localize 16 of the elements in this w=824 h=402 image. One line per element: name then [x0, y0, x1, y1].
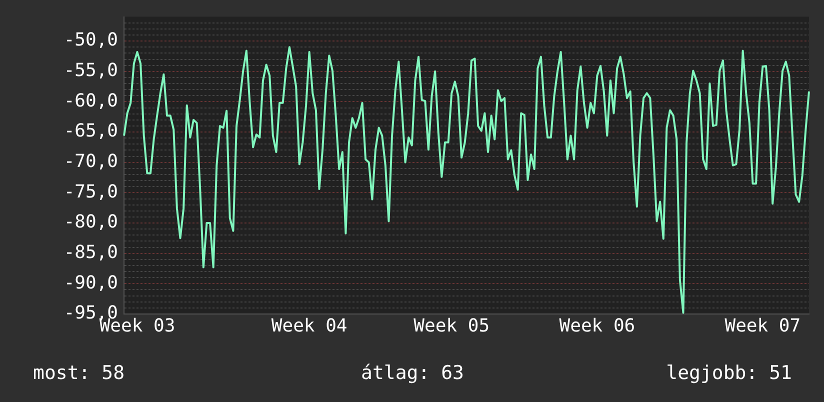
text: most: 58	[33, 362, 126, 384]
y-tick-label: -80,0	[64, 212, 118, 233]
x-tick-label: Week 06	[559, 315, 636, 336]
y-tick-label: -55,0	[64, 60, 118, 82]
x-tick-label: Week 04	[271, 315, 348, 336]
y-tick-label: -65,0	[64, 120, 118, 142]
y-tick-label: -60,0	[64, 90, 118, 112]
y-tick-label: -75,0	[64, 181, 118, 202]
x-tick-label: Week 05	[414, 315, 490, 336]
text: átlag: 63	[360, 362, 465, 384]
y-tick-label: -85,0	[64, 242, 118, 264]
y-tick-label: -90,0	[64, 272, 118, 294]
x-tick-label: Week 07	[724, 315, 801, 336]
text: legjobb: 51	[665, 362, 792, 384]
y-tick-label: -50,0	[64, 30, 118, 51]
y-tick-label: -70,0	[64, 151, 118, 172]
